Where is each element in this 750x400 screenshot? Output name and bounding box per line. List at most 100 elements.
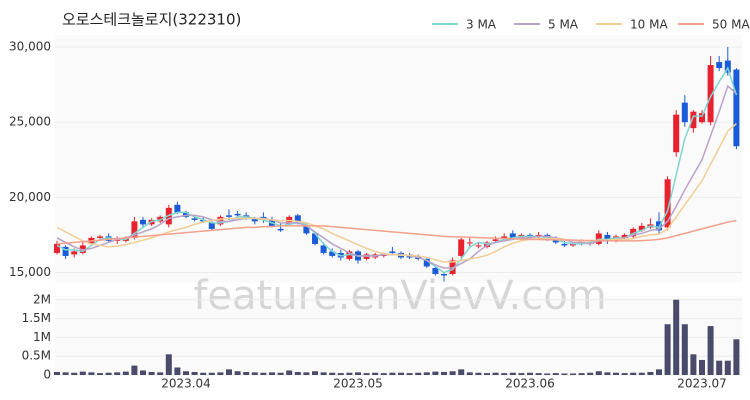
volume-bar: [415, 372, 422, 375]
volume-bar: [380, 373, 387, 375]
volume-bar: [527, 372, 533, 375]
volume-bar: [561, 373, 568, 375]
volume-bar: [501, 373, 508, 375]
volume-bar: [105, 372, 112, 375]
y-tick-label: 25,000: [9, 115, 51, 129]
volume-bar: [269, 372, 275, 375]
candle-body: [208, 222, 215, 229]
candle-body: [277, 228, 284, 231]
volume-bar: [71, 372, 78, 375]
volume-bar: [699, 359, 705, 375]
volume-bar: [423, 372, 430, 375]
candle-body: [535, 234, 542, 237]
volume-bar: [449, 371, 456, 375]
candle-body: [707, 65, 714, 123]
candle-body: [733, 69, 740, 147]
candle-body: [621, 234, 628, 238]
legend-label: 5 MA: [548, 18, 579, 32]
volume-bar: [320, 372, 327, 375]
volume-bar: [406, 373, 413, 375]
volume-bar: [673, 299, 680, 375]
candle-body: [690, 111, 697, 129]
volume-bar: [329, 372, 336, 375]
volume-bar: [595, 371, 602, 375]
volume-bar: [656, 369, 662, 375]
volume-bar: [578, 373, 585, 375]
y-tick-label: 2M: [33, 292, 51, 306]
volume-bar: [234, 371, 241, 375]
volume-bar: [97, 373, 103, 375]
volume-bar: [294, 371, 301, 375]
volume-bar: [355, 372, 361, 375]
volume-bar: [114, 372, 121, 375]
volume-bar: [303, 372, 310, 375]
candle-body: [71, 251, 78, 255]
volume-bar: [509, 372, 516, 375]
watermark: feature.enVievV.com: [193, 273, 606, 319]
volume-bar: [638, 372, 645, 375]
volume-bar: [466, 372, 473, 375]
legend-label: 10 MA: [630, 18, 668, 32]
legend-label: 50 MA: [712, 18, 750, 32]
ma-line: [56, 219, 737, 245]
volume-bar: [260, 372, 267, 375]
volume-bar: [88, 372, 95, 375]
volume-bar: [183, 371, 189, 375]
volume-bar: [552, 373, 559, 375]
chart-title: 오로스테크놀로지(322310): [62, 11, 241, 29]
candle-body: [329, 251, 336, 256]
volume-bar: [174, 367, 181, 375]
candle-body: [312, 233, 318, 244]
volume-bar: [518, 373, 525, 375]
candle-body: [226, 215, 232, 217]
ma-line: [56, 123, 737, 263]
volume-bar: [208, 372, 215, 375]
candle-body: [251, 218, 258, 222]
volume-bar: [441, 371, 447, 375]
volume-bar: [165, 354, 172, 375]
volume-bar: [647, 371, 654, 375]
x-tick-label: 2023.04: [161, 377, 211, 391]
candle-body: [699, 113, 705, 123]
volume-bar: [630, 372, 637, 375]
candle-body: [638, 225, 645, 231]
x-tick-label: 2023.06: [505, 377, 555, 391]
candle-body: [724, 60, 731, 73]
candle-body: [294, 215, 301, 222]
candle-body: [54, 243, 60, 253]
candle-body: [475, 245, 482, 247]
candle-body: [191, 218, 198, 220]
candle-body: [681, 102, 688, 123]
volume-bar: [312, 371, 318, 375]
legend-label: 3 MA: [466, 18, 497, 32]
volume-bar: [389, 372, 396, 375]
volume-bar: [226, 369, 232, 375]
candle-body: [570, 243, 576, 246]
volume-bar: [544, 373, 551, 375]
candle-body: [466, 242, 473, 244]
candle-body: [432, 267, 439, 274]
candle-body: [716, 62, 723, 69]
candle-body: [389, 251, 396, 253]
volume-bar: [570, 373, 576, 375]
y-tick-label: 0: [43, 368, 51, 382]
volume-bar: [337, 373, 344, 375]
x-tick-label: 2023.07: [677, 377, 727, 391]
volume-bar: [122, 371, 129, 375]
volume-bar: [535, 373, 542, 375]
volume-bar: [398, 372, 404, 375]
volume-bar: [157, 372, 164, 375]
y-tick-label: 1.5M: [22, 311, 51, 325]
volume-bar: [587, 372, 594, 375]
candle-body: [234, 213, 241, 216]
candle-body: [303, 225, 310, 234]
y-tick-label: 0.5M: [22, 349, 51, 363]
candle-body: [97, 236, 103, 238]
volume-bar: [484, 373, 490, 375]
y-tick-label: 1M: [33, 330, 51, 344]
candle-body: [320, 245, 327, 253]
volume-bar: [604, 372, 611, 375]
volume-bar: [458, 369, 465, 375]
candle-body: [604, 234, 611, 241]
candle-body: [501, 236, 508, 238]
